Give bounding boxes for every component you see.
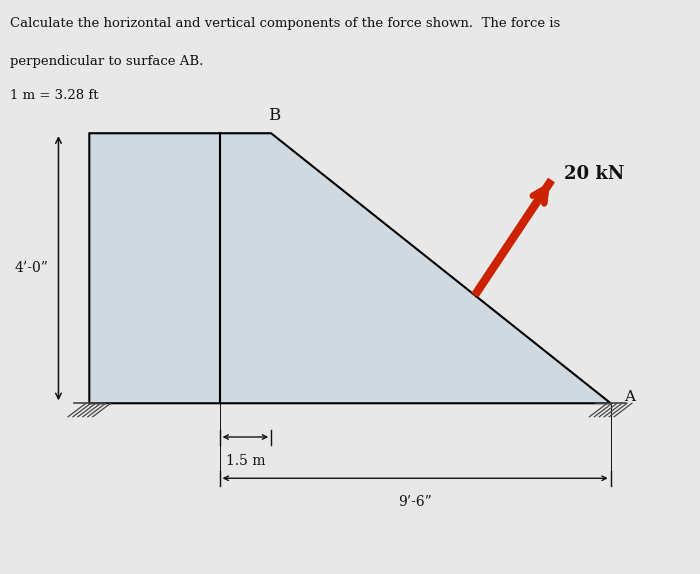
Text: 20 kN: 20 kN — [564, 165, 624, 183]
Polygon shape — [90, 133, 610, 404]
Text: 1.5 m: 1.5 m — [225, 453, 265, 467]
Text: B: B — [268, 107, 281, 124]
Text: Calculate the horizontal and vertical components of the force shown.  The force : Calculate the horizontal and vertical co… — [10, 17, 561, 30]
Text: 1 m = 3.28 ft: 1 m = 3.28 ft — [10, 89, 99, 102]
Text: 9’-6”: 9’-6” — [398, 495, 432, 509]
Text: 4’-0”: 4’-0” — [14, 261, 48, 276]
Text: A: A — [624, 390, 636, 404]
Text: perpendicular to surface AB.: perpendicular to surface AB. — [10, 55, 204, 68]
